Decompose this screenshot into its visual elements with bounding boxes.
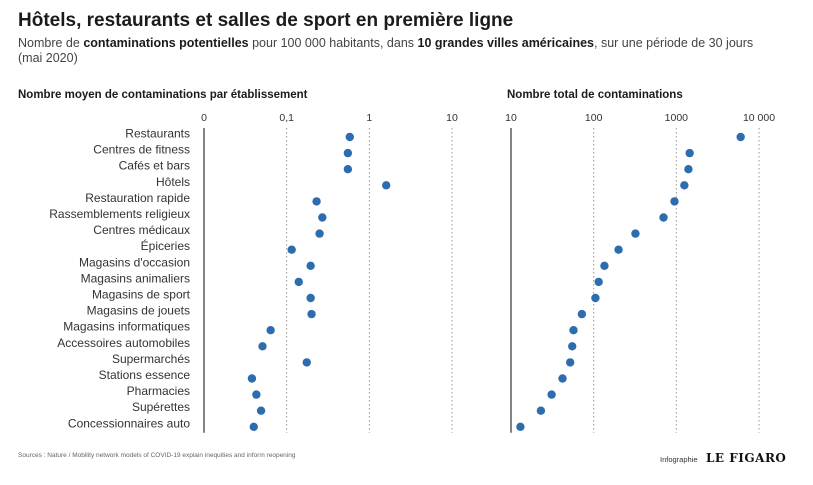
credit: Infographie LE FIGARO: [660, 449, 786, 467]
left-data-point: [343, 148, 353, 158]
category-label: Magasins de jouets: [87, 304, 190, 318]
chart-title: Hôtels, restaurants et salles de sport e…: [18, 10, 514, 31]
right-x-tick-label: 10: [505, 112, 517, 124]
left-data-point: [256, 406, 266, 415]
left-data-point: [287, 245, 296, 254]
subtitle-part: , sur une période de 30 jours (mai 2020): [18, 36, 754, 65]
left-data-point: [312, 197, 321, 206]
category-label: Restaurants: [125, 127, 190, 141]
category-label: Magasins animaliers: [81, 271, 190, 285]
right-data-point: [591, 293, 600, 303]
right-x-tick-label: 10 000: [743, 112, 775, 124]
left-data-point: [266, 326, 275, 335]
right-data-point: [614, 245, 623, 254]
brand-logo: LE FIGARO: [705, 451, 787, 465]
category-label: Supermarchés: [112, 352, 190, 366]
category-label: Centres de fitness: [93, 143, 190, 157]
right-data-point: [600, 261, 609, 270]
left-data-point: [258, 342, 267, 351]
category-label: Supérettes: [132, 400, 190, 414]
right-data-point: [569, 326, 578, 335]
right-data-point: [516, 422, 525, 431]
subtitle-part: contaminations potentielles: [83, 36, 249, 50]
subtitle-part: pour 100 000 habitants, dans: [248, 36, 418, 50]
left-data-point: [247, 374, 257, 383]
left-x-tick-label: 0,1: [279, 112, 294, 124]
category-label: Accessoires automobiles: [57, 336, 190, 350]
credit-label: Infographie: [660, 455, 698, 464]
category-label: Magasins de sport: [92, 288, 191, 302]
left-data-point: [345, 132, 354, 142]
category-label: Hôtels: [156, 175, 190, 189]
right-data-point: [670, 197, 679, 206]
left-data-point: [294, 277, 303, 287]
right-data-point: [536, 406, 546, 415]
category-label: Restauration rapide: [85, 191, 190, 205]
subtitle-part: Nombre de: [18, 36, 84, 50]
right-x-tick-label: 1000: [665, 112, 689, 124]
category-label: Magasins d'occasion: [79, 255, 190, 269]
right-x-tick-label: 100: [585, 112, 603, 124]
left-x-tick-label: 10: [446, 112, 458, 124]
left-data-point: [307, 309, 316, 319]
right-panel-title: Nombre total de contaminations: [507, 89, 683, 101]
left-data-point: [343, 165, 353, 174]
category-label: Épiceries: [141, 238, 190, 253]
left-data-point: [249, 422, 258, 431]
left-data-point: [315, 229, 324, 238]
category-label: Pharmacies: [127, 384, 190, 398]
right-data-point: [547, 390, 556, 399]
left-data-point: [306, 293, 315, 303]
right-data-point: [565, 358, 575, 367]
right-data-point: [568, 342, 577, 351]
right-data-point: [685, 148, 694, 158]
left-data-point: [382, 181, 391, 190]
category-label: Rassemblements religieux: [49, 207, 190, 221]
right-data-point: [594, 277, 603, 287]
chart-subtitle: Nombre de contaminations potentielles po…: [18, 36, 778, 66]
category-label: Magasins informatiques: [63, 320, 190, 334]
left-data-point: [306, 261, 315, 270]
right-data-point: [684, 165, 693, 174]
subtitle-part: 10 grandes villes américaines: [417, 36, 595, 50]
left-data-point: [252, 390, 261, 399]
left-x-tick-label: 0: [201, 112, 207, 124]
category-label: Concessionnaires auto: [68, 416, 190, 430]
right-data-point: [736, 132, 745, 142]
category-label: Stations essence: [99, 368, 191, 382]
right-data-point: [659, 213, 668, 222]
left-panel-title: Nombre moyen de contaminations par établ…: [18, 89, 308, 101]
right-data-point: [577, 309, 587, 319]
left-data-point: [302, 358, 311, 367]
right-data-point: [558, 374, 567, 383]
sources-note: Sources : Nature / Mobility network mode…: [18, 452, 296, 459]
category-label: Centres médicaux: [93, 223, 190, 237]
left-data-point: [318, 213, 327, 222]
category-label: Cafés et bars: [119, 159, 190, 173]
left-x-tick-label: 1: [366, 112, 372, 124]
right-data-point: [631, 229, 640, 238]
right-data-point: [680, 181, 689, 190]
